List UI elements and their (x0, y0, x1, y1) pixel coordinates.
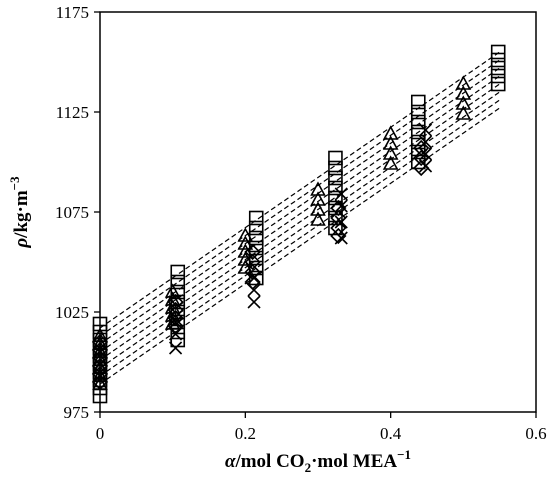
square-marker (490, 44, 506, 60)
diamond-marker (413, 149, 430, 167)
triangle-marker (455, 105, 472, 120)
x-tick-label: 0.6 (525, 424, 546, 443)
triangle-marker (455, 75, 472, 90)
cross-marker (169, 341, 183, 355)
triangle-marker (382, 155, 399, 170)
triangle-marker (310, 211, 326, 226)
square-marker (410, 124, 426, 140)
x-axis-title: α/mol CO2·mol MEA−1 (225, 447, 411, 475)
square-marker (170, 274, 186, 290)
diamond-marker (413, 139, 430, 157)
triangle-marker (382, 145, 399, 160)
y-axis-title: ρ/kg·m−3 (7, 176, 32, 249)
square-marker (490, 68, 506, 84)
fit-line-2 (99, 59, 501, 337)
x-tick-label: 0 (96, 424, 105, 443)
triangle-marker (382, 125, 399, 140)
cross-marker (247, 283, 261, 297)
square-marker (410, 94, 426, 110)
cross-marker (334, 231, 348, 245)
y-tick-label: 1125 (56, 103, 89, 122)
y-tick-label: 1025 (55, 303, 89, 322)
diamond-marker (244, 253, 261, 271)
square-marker (490, 52, 506, 68)
cross-marker (334, 187, 348, 201)
x-axis-title-subscript: 2 (305, 460, 312, 475)
diamond-marker (330, 227, 347, 245)
y-axis-title-part1: /kg·m (11, 190, 32, 239)
square-marker (328, 150, 343, 166)
x-axis-title-part1: /mol CO (234, 451, 304, 472)
x-axis-title-symbol: α (225, 451, 236, 472)
cross-marker (418, 123, 433, 137)
fit-line-6 (99, 91, 501, 369)
triangle-marker (310, 181, 326, 196)
cross-marker (418, 147, 433, 161)
fit-line-1 (99, 51, 501, 329)
fit-line-3 (99, 67, 501, 345)
y-axis-title-superscript: −3 (7, 176, 22, 190)
y-tick-label: 1175 (56, 3, 89, 22)
cross-marker (247, 295, 261, 309)
square-marker (328, 160, 343, 176)
square-marker (410, 114, 426, 130)
fit-line-8 (99, 107, 501, 385)
x-tick-label: 0.4 (380, 424, 402, 443)
square-marker (410, 104, 426, 120)
square-marker (490, 76, 506, 92)
diamond-marker (167, 309, 184, 327)
triangle-marker (455, 85, 472, 100)
square-marker (490, 60, 506, 76)
triangle-marker (310, 201, 326, 216)
y-tick-label: 1075 (55, 203, 89, 222)
triangle-marker (237, 243, 254, 258)
diamond-marker (244, 243, 261, 261)
square-marker (248, 220, 264, 236)
data-markers (91, 44, 506, 404)
cross-marker (334, 215, 348, 229)
diamond-marker (167, 301, 184, 319)
axis-ticks: 0 0.2 0.4 0.6 975 1025 1075 1125 1175 (55, 3, 547, 443)
cross-marker (169, 315, 183, 329)
fit-line-4 (99, 75, 501, 353)
triangle-marker (237, 235, 254, 250)
y-tick-label: 975 (64, 403, 90, 422)
cross-marker (334, 199, 348, 213)
triangle-marker (237, 259, 254, 274)
cross-marker (418, 159, 433, 173)
square-marker (170, 264, 186, 280)
fit-lines (99, 51, 501, 385)
x-tick-label: 0.2 (235, 424, 256, 443)
cross-marker (418, 135, 433, 149)
diamond-marker (167, 293, 184, 311)
triangle-marker (382, 135, 399, 150)
triangle-marker (310, 191, 326, 206)
x-axis-title-part2: ·mol MEA (311, 451, 397, 472)
diamond-marker (330, 199, 347, 217)
y-axis-title-symbol: ρ (11, 238, 32, 249)
fit-line-5 (99, 83, 501, 361)
square-marker (170, 284, 186, 300)
square-marker (328, 180, 343, 196)
triangle-marker (455, 95, 472, 110)
fit-line-7 (99, 99, 501, 377)
cross-marker (247, 271, 261, 285)
triangle-marker (237, 227, 254, 242)
square-marker (248, 210, 264, 226)
x-axis-title-superscript: −1 (397, 447, 411, 462)
cross-marker (169, 327, 183, 341)
square-marker (328, 170, 343, 186)
